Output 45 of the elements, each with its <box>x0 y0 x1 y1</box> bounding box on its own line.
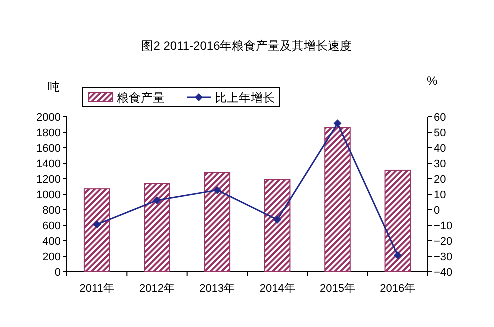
y2-tick-label: 20 <box>434 174 446 186</box>
x-tick-label: 2012年 <box>140 283 175 295</box>
bar <box>144 183 170 272</box>
point <box>153 196 162 205</box>
legend-label: 比上年增长 <box>215 91 275 105</box>
y2-tick-label: 60 <box>434 112 446 124</box>
y-tick-label: 800 <box>42 205 61 217</box>
y2-tick-label: −20 <box>434 236 453 248</box>
y2-tick-label: 30 <box>434 158 446 170</box>
bar <box>264 179 291 272</box>
y-tick-label: 2000 <box>36 112 61 124</box>
y2-tick-label: 0 <box>434 205 440 217</box>
y-tick-label: 600 <box>42 220 61 232</box>
y-tick-label: 1800 <box>36 128 61 140</box>
y2-tick-label: −30 <box>434 252 453 264</box>
y-tick-label: 200 <box>42 252 61 264</box>
y-axis-title: 吨 <box>48 80 60 94</box>
y2-tick-label: −10 <box>434 220 453 232</box>
y2-tick-label: 50 <box>434 128 446 140</box>
y2-axis-title: % <box>427 74 438 88</box>
y-tick-label: 1400 <box>36 158 61 170</box>
y-tick-label: 0 <box>54 267 61 279</box>
y-tick-label: 1600 <box>36 143 61 155</box>
y2-tick-label: −40 <box>434 267 453 279</box>
bar <box>204 172 231 272</box>
point <box>274 216 282 224</box>
y-tick-label: 1200 <box>36 174 61 186</box>
bar <box>84 188 110 272</box>
x-tick-label: 2016年 <box>380 283 416 295</box>
x-tick-label: 2011年 <box>80 283 114 295</box>
bar <box>324 127 351 272</box>
x-tick-label: 2014年 <box>260 283 296 295</box>
x-tick-label: 2013年 <box>200 283 236 295</box>
legend-label: 粮食产量 <box>117 91 165 105</box>
y-tick-label: 1000 <box>36 190 61 202</box>
y2-tick-label: 10 <box>434 190 446 202</box>
y-tick-label: 400 <box>42 236 61 248</box>
point <box>394 252 402 260</box>
x-tick-label: 2015年 <box>320 283 356 295</box>
point <box>213 186 222 194</box>
chart-title: 图2 2011-2016年粮食产量及其增长速度 <box>142 39 352 53</box>
y2-tick-label: 40 <box>434 143 446 155</box>
bar <box>384 170 412 272</box>
point <box>93 220 102 229</box>
point <box>334 120 342 128</box>
